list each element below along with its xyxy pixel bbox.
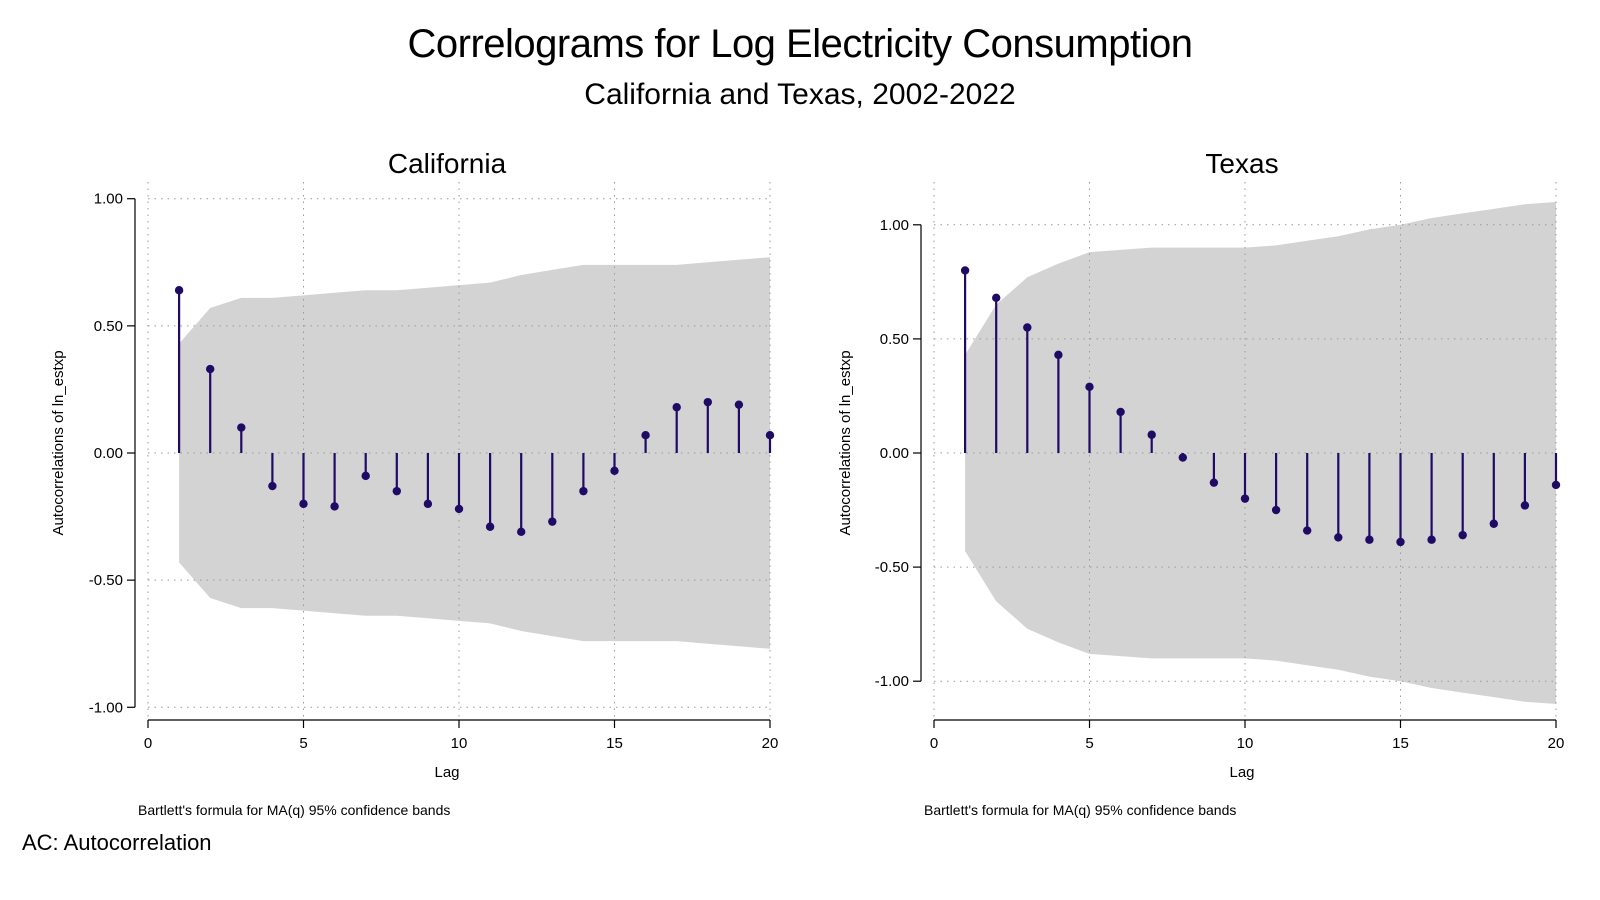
ac-point	[1334, 533, 1343, 542]
y-tick-label: -0.50	[875, 559, 909, 576]
plot-texas: -1.00 -0.50 0.00 0.50 1.00 0 5 10 15 20	[875, 182, 1565, 752]
ac-point	[237, 423, 246, 432]
plot-california: -1.00 -0.50 0.00 0.50 1.00 0 5 10 15 20	[89, 182, 779, 752]
ac-point	[423, 499, 433, 509]
panel-texas: Texas -1.00 -0.50 0.00 0.50 1.00 0 5 10 15 20 Aut…	[837, 148, 1564, 818]
x-tick-label: 0	[144, 735, 152, 752]
ac-point	[579, 486, 588, 496]
ac-point	[1085, 382, 1094, 392]
x-tick-label: 5	[1085, 735, 1093, 752]
x-tick-label: 0	[930, 735, 938, 752]
y-tick-label: -1.00	[89, 699, 123, 716]
ac-point	[1023, 323, 1032, 332]
ac-point	[361, 471, 370, 481]
ac-point	[1396, 537, 1405, 547]
confidence-band	[179, 257, 771, 649]
main-title: Correlograms for Log Electricity Consump…	[407, 22, 1193, 66]
x-tick-label: 10	[1237, 735, 1254, 752]
ac-point	[454, 504, 464, 514]
ac-point	[1054, 350, 1063, 360]
ac-point	[392, 486, 401, 496]
x-tick-label: 5	[299, 735, 307, 752]
ac-point	[517, 527, 526, 537]
y-tick-label: 1.00	[94, 191, 123, 208]
ac-point	[1240, 494, 1250, 503]
ac-point	[1365, 535, 1374, 544]
ac-point	[672, 403, 681, 412]
y-tick-label: 0.50	[880, 331, 909, 348]
ac-point	[485, 522, 495, 531]
x-tick-label: 20	[762, 735, 779, 752]
panel-california: California -1.00 -0.50 0.00 0.50 1.00 0 5 10 15 2…	[50, 148, 778, 818]
confidence-band	[965, 201, 1556, 705]
ac-point	[765, 431, 775, 440]
ac-point	[1209, 478, 1219, 487]
x-tick-label: 20	[1548, 735, 1565, 752]
panel-title-california: California	[388, 148, 507, 179]
ac-point	[1427, 535, 1436, 544]
xlabel-california: Lag	[434, 764, 459, 781]
x-tick-label: 10	[451, 735, 468, 752]
ac-point	[1147, 430, 1156, 439]
ac-point	[1520, 501, 1530, 510]
ac-point	[1178, 453, 1188, 462]
xlabel-texas: Lag	[1229, 764, 1254, 781]
ac-point	[548, 517, 557, 526]
ac-point	[1458, 530, 1467, 540]
ac-point	[641, 431, 650, 440]
y-tick-label: 0.50	[94, 318, 123, 335]
y-tick-label: 0.00	[880, 445, 909, 462]
main-subtitle: California and Texas, 2002-2022	[584, 78, 1016, 111]
ac-point	[299, 499, 308, 509]
ac-point	[1303, 526, 1312, 535]
ac-point	[1271, 505, 1281, 515]
ac-point	[268, 481, 277, 491]
y-tick-label: 0.00	[94, 445, 123, 462]
footnote: AC: Autocorrelation	[22, 830, 212, 855]
ylabel-texas: Autocorrelations of ln_estxp	[837, 350, 854, 535]
ac-point	[703, 397, 712, 407]
ac-point	[960, 266, 970, 275]
ac-point	[1116, 407, 1125, 417]
x-tick-label: 15	[606, 735, 623, 752]
y-tick-label: 1.00	[880, 217, 909, 234]
y-tick-label: -1.00	[875, 673, 909, 690]
ac-point	[174, 286, 184, 295]
ylabel-california: Autocorrelations of ln_estxp	[50, 350, 67, 535]
note-texas: Bartlett's formula for MA(q) 95% confide…	[924, 802, 1236, 818]
ac-point	[610, 466, 619, 475]
x-tick-label: 15	[1392, 735, 1409, 752]
ac-point	[992, 293, 1001, 303]
ac-point	[330, 502, 339, 511]
panel-title-texas: Texas	[1205, 148, 1278, 179]
note-california: Bartlett's formula for MA(q) 95% confide…	[138, 802, 450, 818]
ac-point	[206, 364, 215, 374]
ac-point	[1551, 480, 1561, 490]
ac-point	[734, 400, 744, 409]
ac-point	[1489, 519, 1499, 528]
y-tick-label: -0.50	[89, 572, 123, 589]
